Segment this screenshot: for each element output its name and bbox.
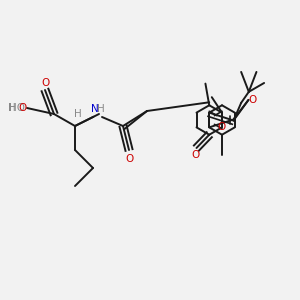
Text: O: O	[218, 122, 226, 132]
Text: O: O	[41, 77, 49, 88]
Text: H: H	[74, 109, 82, 119]
Text: N: N	[91, 104, 98, 115]
Text: HO: HO	[8, 103, 25, 113]
Text: O: O	[191, 151, 199, 160]
Text: O: O	[125, 154, 133, 164]
Text: H: H	[8, 103, 16, 113]
Text: H: H	[97, 104, 104, 115]
Text: O: O	[249, 95, 257, 105]
Text: O: O	[18, 103, 27, 113]
